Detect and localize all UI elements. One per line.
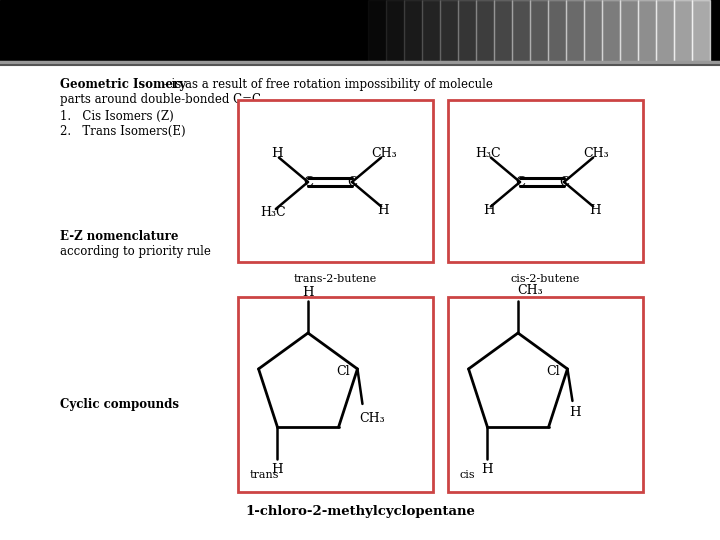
Bar [404, 0, 422, 62]
Bar [458, 0, 476, 62]
Bar [692, 0, 710, 62]
Bar [602, 0, 620, 62]
Text: 1-chloro-2-methylcyclopentane: 1-chloro-2-methylcyclopentane [245, 505, 475, 518]
Bar [422, 0, 440, 62]
Text: trans-2-butene: trans-2-butene [294, 274, 377, 284]
Text: Geometric Isomery: Geometric Isomery [60, 78, 186, 91]
Bar [656, 0, 674, 62]
FancyBboxPatch shape [238, 100, 433, 262]
FancyBboxPatch shape [448, 100, 643, 262]
Text: H: H [482, 463, 493, 476]
Bar [584, 0, 602, 62]
Bar [512, 0, 530, 62]
Text: 2.   Trans Isomers(E): 2. Trans Isomers(E) [60, 125, 186, 138]
Text: C: C [347, 176, 357, 188]
Text: Cl: Cl [336, 366, 349, 379]
Text: C: C [559, 176, 569, 188]
Text: cis: cis [460, 470, 476, 480]
Text: trans: trans [250, 470, 279, 480]
Bar [494, 0, 512, 62]
Text: H: H [271, 463, 283, 476]
Text: H: H [271, 147, 283, 160]
Bar [674, 0, 692, 62]
Text: CH₃: CH₃ [360, 413, 385, 426]
Bar [350, 0, 368, 62]
Text: 1.   Cis Isomers (Z): 1. Cis Isomers (Z) [60, 110, 174, 123]
Bar [476, 0, 494, 62]
FancyBboxPatch shape [448, 297, 643, 492]
FancyBboxPatch shape [238, 297, 433, 492]
Text: H: H [589, 204, 601, 217]
Bar [386, 0, 404, 62]
Text: C: C [515, 176, 525, 188]
Bar [548, 0, 566, 62]
Bar [440, 0, 458, 62]
Bar [566, 0, 584, 62]
Text: CH₃: CH₃ [517, 285, 543, 298]
Bar [530, 0, 548, 62]
Text: CH₃: CH₃ [372, 147, 397, 160]
Text: - is as a result of free rotation impossibility of molecule: - is as a result of free rotation imposs… [160, 78, 493, 91]
Text: parts around double-bonded C=C.: parts around double-bonded C=C. [60, 93, 264, 106]
Text: Cyclic compounds: Cyclic compounds [60, 398, 179, 411]
Text: H: H [483, 204, 495, 217]
Bar [368, 0, 386, 62]
Text: H: H [570, 407, 581, 420]
Text: Cl: Cl [546, 366, 559, 379]
Text: C: C [303, 176, 313, 188]
Bar [638, 0, 656, 62]
Bar [0, 0, 720, 62]
Text: H: H [302, 287, 314, 300]
Text: H: H [377, 204, 389, 217]
Text: CH₃: CH₃ [583, 147, 609, 160]
Text: E-Z nomenclature: E-Z nomenclature [60, 230, 179, 243]
Text: H₃C: H₃C [475, 147, 500, 160]
Text: according to priority rule: according to priority rule [60, 245, 211, 258]
Bar [620, 0, 638, 62]
Text: H₃C: H₃C [260, 206, 286, 219]
Text: cis-2-butene: cis-2-butene [510, 274, 580, 284]
